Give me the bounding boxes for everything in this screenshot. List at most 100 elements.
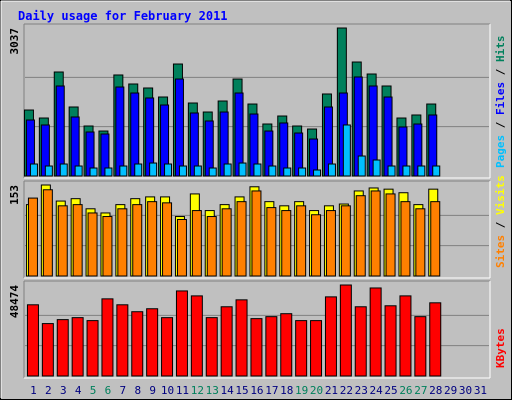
x-tick-label: 13 — [206, 384, 219, 397]
bar — [432, 165, 441, 177]
x-tick-label: 5 — [90, 384, 97, 397]
x-tick-label: 28 — [429, 384, 442, 397]
bar — [235, 299, 248, 377]
x-tick-label: 25 — [384, 384, 397, 397]
bar — [357, 155, 366, 177]
bar — [283, 167, 292, 177]
x-tick-label: 1 — [30, 384, 37, 397]
bar — [369, 287, 382, 377]
legend-entry: Pages — [494, 135, 507, 168]
bar — [55, 85, 65, 177]
bar — [178, 165, 187, 177]
bar — [134, 163, 143, 177]
bar — [147, 201, 158, 277]
bar — [265, 316, 278, 377]
bar — [384, 305, 397, 377]
bar — [311, 214, 322, 277]
x-tick-label: 23 — [355, 384, 368, 397]
bar — [26, 304, 39, 377]
y-max-label: 48474 — [8, 285, 21, 318]
x-tick-label: 22 — [340, 384, 353, 397]
bar — [414, 316, 427, 377]
x-tick-label: 10 — [161, 384, 174, 397]
bar — [400, 201, 411, 277]
bar — [206, 216, 217, 277]
y-max-label: 153 — [8, 185, 21, 205]
bar — [29, 163, 38, 177]
bar — [313, 169, 322, 177]
bar — [132, 204, 143, 277]
bar — [56, 319, 69, 377]
bar — [429, 302, 442, 377]
x-tick-label: 24 — [370, 384, 384, 397]
bar — [221, 208, 232, 277]
bar — [324, 296, 337, 377]
x-tick-label: 6 — [105, 384, 112, 397]
bar — [339, 284, 352, 377]
x-tick-label: 7 — [120, 384, 127, 397]
bar — [86, 320, 99, 377]
bar — [417, 165, 426, 177]
bar — [131, 311, 144, 377]
bar — [72, 204, 83, 277]
bar — [327, 163, 336, 177]
legend: Sites / Visits — [494, 175, 507, 268]
legend-separator: / — [494, 62, 507, 82]
legend-entry: Hits — [494, 36, 507, 63]
x-tick-label: 20 — [310, 384, 323, 397]
bar — [117, 208, 128, 277]
legend-separator: / — [494, 115, 507, 135]
x-tick-label: 19 — [295, 384, 308, 397]
x-tick-label: 31 — [474, 384, 487, 397]
bar — [266, 207, 277, 277]
bar — [372, 159, 381, 177]
x-tick-label: 26 — [399, 384, 412, 397]
x-tick-label: 30 — [459, 384, 472, 397]
bar — [295, 320, 308, 377]
bar — [208, 167, 217, 177]
bar — [74, 165, 83, 177]
bar — [149, 162, 158, 177]
bar — [42, 189, 53, 277]
bar — [415, 208, 426, 277]
bar — [402, 165, 411, 177]
bar — [87, 212, 98, 277]
bar — [370, 190, 381, 277]
y-max-label: 3037 — [8, 28, 21, 55]
bar — [251, 190, 262, 277]
chart-title: Daily usage for February 2011 — [18, 9, 228, 23]
bar — [220, 306, 233, 377]
legend-entry: Visits — [494, 175, 507, 215]
bar — [280, 313, 293, 377]
bar — [354, 306, 367, 377]
bar — [89, 167, 98, 177]
bar — [253, 163, 262, 177]
bar — [342, 124, 351, 177]
bar — [57, 205, 68, 277]
bar — [238, 162, 247, 177]
x-tick-label: 27 — [414, 384, 427, 397]
bar — [430, 201, 441, 277]
x-tick-label: 8 — [134, 384, 141, 397]
legend-entry: KBytes — [494, 328, 507, 368]
bar — [385, 193, 396, 277]
bar — [190, 295, 203, 377]
x-tick-label: 17 — [265, 384, 278, 397]
bar — [325, 210, 336, 277]
bar — [162, 202, 173, 277]
bar — [340, 205, 351, 277]
bar — [174, 78, 184, 177]
legend: KBytes — [494, 328, 507, 368]
bar — [383, 96, 393, 177]
bar — [116, 304, 129, 377]
bar — [355, 195, 366, 277]
bar — [310, 320, 323, 377]
legend-separator: / — [494, 215, 507, 235]
legend-entry: Files — [494, 82, 507, 115]
bar — [115, 86, 125, 177]
bar — [59, 163, 68, 177]
bar — [161, 317, 174, 377]
bar — [296, 205, 307, 277]
bar — [101, 298, 114, 377]
legend-entry: Sites — [494, 235, 507, 268]
